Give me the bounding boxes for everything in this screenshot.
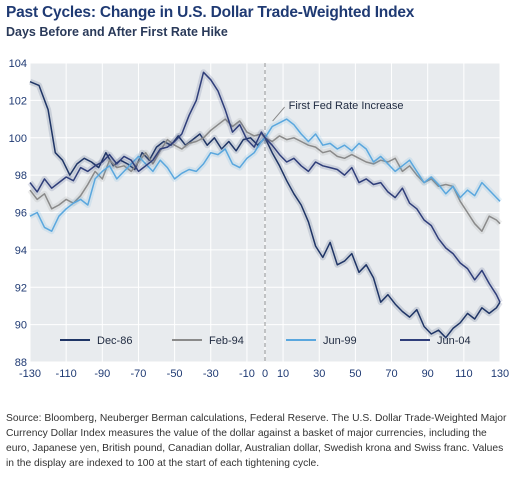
x-tick-label: -50 <box>167 368 183 380</box>
x-tick-label: 70 <box>385 368 397 380</box>
y-tick-label: 100 <box>9 133 27 145</box>
y-tick-label: 98 <box>15 170 27 182</box>
x-tick-label: -130 <box>19 368 41 380</box>
chart-subtitle: Days Before and After First Rate Hike <box>6 25 228 39</box>
x-tick-label: 0 <box>262 368 268 380</box>
y-axis-ticks: 88 90 92 94 96 98 100 102 104 <box>9 58 27 369</box>
legend: Dec-86 Feb-94 Jun-99 Jun-04 <box>60 335 471 347</box>
annotation: First Fed Rate Increase <box>272 100 404 122</box>
y-tick-label: 104 <box>9 58 27 70</box>
y-tick-label: 102 <box>9 95 27 107</box>
legend-label: Jun-99 <box>323 335 357 347</box>
x-tick-label: 130 <box>491 368 509 380</box>
y-tick-label: 94 <box>15 245 27 257</box>
x-tick-label: 90 <box>422 368 434 380</box>
y-tick-label: 88 <box>15 357 27 369</box>
x-tick-label: 30 <box>313 368 325 380</box>
source-note: Source: Bloomberg, Neuberger Berman calc… <box>6 413 507 469</box>
legend-label: Dec-86 <box>97 335 132 347</box>
x-tick-label: 10 <box>277 368 289 380</box>
series-lines <box>27 69 503 341</box>
y-tick-label: 90 <box>15 320 27 332</box>
x-tick-label: 110 <box>455 368 473 380</box>
x-axis-ticks: -130 -110 -90 -70 -50 -30 -10 0 10 30 50 70 90 110 130 <box>19 368 509 380</box>
x-tick-label: -90 <box>94 368 110 380</box>
annotation-arrow <box>272 106 285 122</box>
x-tick-label: -30 <box>203 368 219 380</box>
chart-title: Past Cycles: Change in U.S. Dollar Trade… <box>6 4 415 21</box>
x-tick-label: 50 <box>349 368 361 380</box>
legend-label: Jun-04 <box>437 335 471 347</box>
x-tick-label: -70 <box>131 368 147 380</box>
y-tick-label: 96 <box>15 208 27 220</box>
annotation-text: First Fed Rate Increase <box>289 100 404 112</box>
x-tick-label: -10 <box>239 368 255 380</box>
series-line-jun-04 <box>29 71 501 303</box>
y-tick-label: 92 <box>15 282 27 294</box>
x-tick-label: -110 <box>56 368 77 380</box>
legend-label: Feb-94 <box>209 335 244 347</box>
